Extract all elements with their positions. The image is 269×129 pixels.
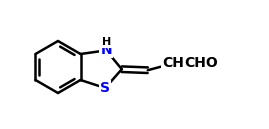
- Text: N: N: [100, 43, 112, 57]
- Text: CH: CH: [162, 57, 184, 70]
- Text: CHO: CHO: [185, 57, 218, 70]
- Text: S: S: [100, 81, 110, 95]
- Text: H: H: [102, 37, 111, 47]
